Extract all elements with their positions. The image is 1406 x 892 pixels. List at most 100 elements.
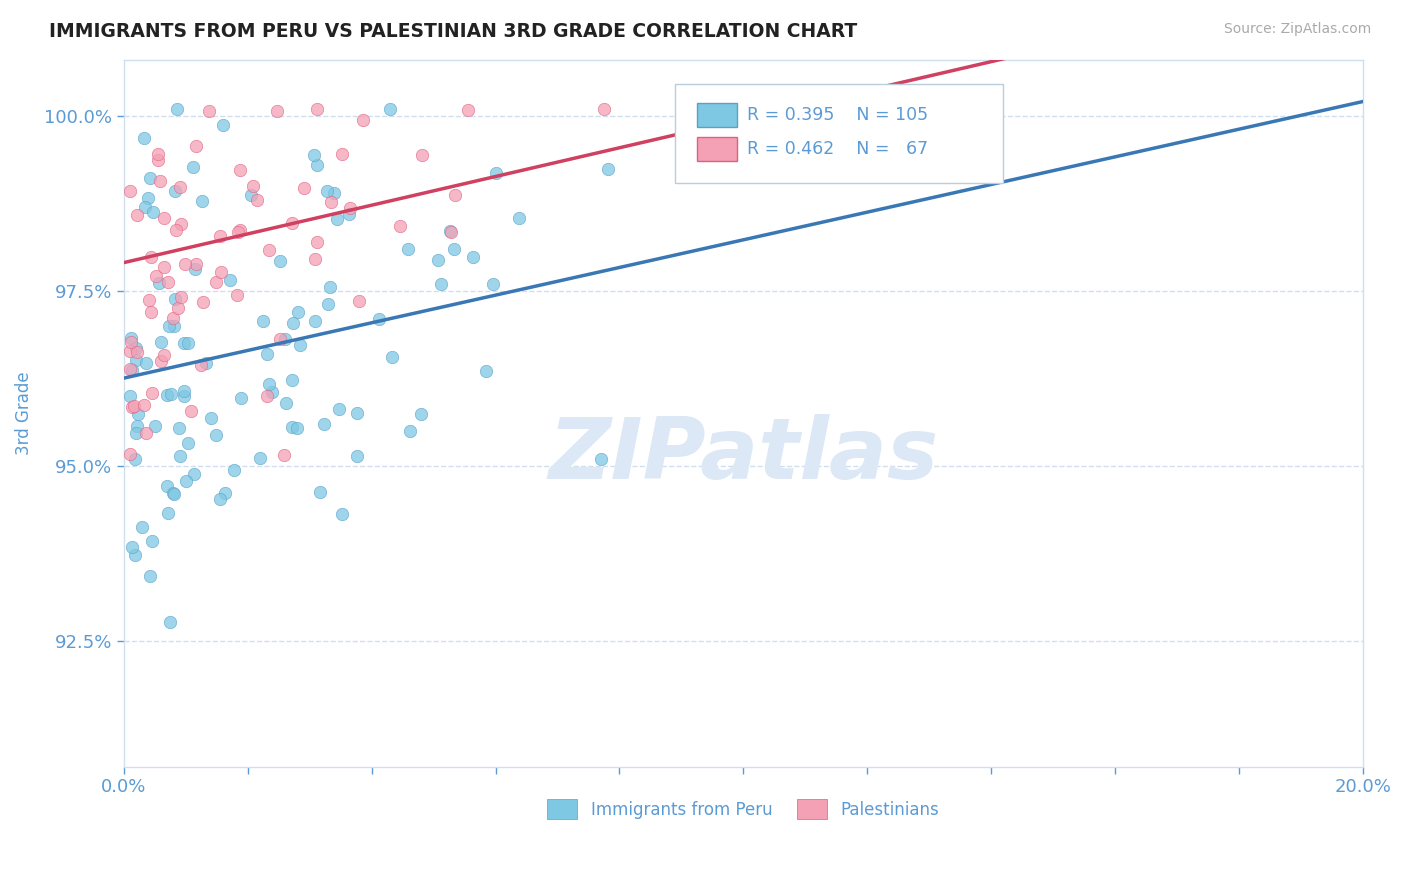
Point xyxy=(132,131,155,145)
Point xyxy=(305,102,328,116)
Point xyxy=(169,290,191,304)
Point xyxy=(138,569,160,583)
Point xyxy=(596,161,619,176)
Point xyxy=(170,218,193,232)
Point xyxy=(399,424,422,438)
Point xyxy=(508,211,530,225)
Point xyxy=(440,225,463,239)
Point xyxy=(222,463,245,477)
Point xyxy=(125,209,148,223)
Point xyxy=(177,336,200,351)
Point xyxy=(225,288,247,302)
Point xyxy=(173,336,195,351)
Point xyxy=(156,479,179,493)
Point xyxy=(184,138,207,153)
Point xyxy=(204,427,226,442)
Point xyxy=(184,262,207,277)
Point xyxy=(280,216,302,230)
Point xyxy=(141,534,163,549)
Point xyxy=(173,389,195,403)
Point xyxy=(308,485,330,500)
Point xyxy=(153,260,176,275)
Point xyxy=(443,242,465,256)
Point xyxy=(367,312,389,326)
Point xyxy=(316,184,339,198)
Point xyxy=(165,223,187,237)
Point xyxy=(195,356,218,370)
Point xyxy=(162,311,184,326)
Point xyxy=(304,314,326,328)
Point xyxy=(439,224,461,238)
Point xyxy=(145,269,167,284)
Point xyxy=(242,179,264,194)
Point xyxy=(157,319,180,334)
Point xyxy=(149,174,172,188)
Point xyxy=(200,411,222,425)
Point xyxy=(319,194,342,209)
Point xyxy=(120,184,142,198)
Text: ZIPatlas: ZIPatlas xyxy=(548,414,938,497)
Point xyxy=(132,398,155,412)
Point xyxy=(169,179,191,194)
Point xyxy=(143,419,166,434)
Point xyxy=(148,276,170,290)
Point xyxy=(352,112,374,127)
Point xyxy=(388,219,411,233)
Point xyxy=(409,407,432,421)
Point xyxy=(219,273,242,287)
Point xyxy=(138,293,160,307)
Point xyxy=(209,265,232,279)
Point xyxy=(174,475,197,489)
Point xyxy=(935,102,957,116)
Point xyxy=(120,331,142,345)
Text: R = 0.462    N =   67: R = 0.462 N = 67 xyxy=(747,140,928,159)
Point xyxy=(592,102,614,116)
Point xyxy=(163,292,186,306)
Point xyxy=(150,354,173,368)
Point xyxy=(346,450,368,464)
FancyBboxPatch shape xyxy=(697,137,737,161)
Point xyxy=(152,348,174,362)
Point xyxy=(162,487,184,501)
Point xyxy=(173,384,195,399)
Point xyxy=(191,194,214,208)
FancyBboxPatch shape xyxy=(675,85,1004,184)
Point xyxy=(304,252,326,266)
Point xyxy=(120,389,142,403)
Point xyxy=(280,420,302,434)
Point xyxy=(120,343,142,358)
Point xyxy=(302,147,325,161)
Point xyxy=(316,297,339,311)
Point xyxy=(124,548,146,562)
Point xyxy=(135,356,157,370)
Point xyxy=(146,147,169,161)
Point xyxy=(214,486,236,500)
FancyBboxPatch shape xyxy=(697,103,737,127)
Point xyxy=(426,252,449,267)
Point xyxy=(120,447,142,461)
Point xyxy=(274,395,297,409)
Point xyxy=(169,449,191,463)
Point xyxy=(134,200,156,214)
Point xyxy=(429,277,451,292)
Point xyxy=(162,485,184,500)
Point xyxy=(312,417,335,431)
Point xyxy=(121,400,143,414)
Point xyxy=(127,419,149,434)
Point xyxy=(125,425,148,440)
Point xyxy=(319,280,342,294)
Point xyxy=(191,295,214,310)
Point xyxy=(165,184,187,198)
Point xyxy=(212,118,235,132)
Legend: Immigrants from Peru, Palestinians: Immigrants from Peru, Palestinians xyxy=(540,793,946,825)
Point xyxy=(180,403,202,417)
Point xyxy=(246,193,269,207)
Point xyxy=(186,257,208,271)
Point xyxy=(139,250,162,264)
Point xyxy=(163,318,186,333)
Text: Source: ZipAtlas.com: Source: ZipAtlas.com xyxy=(1223,22,1371,37)
Point xyxy=(127,408,149,422)
Point xyxy=(474,364,496,378)
Point xyxy=(330,146,353,161)
Point xyxy=(173,257,195,271)
